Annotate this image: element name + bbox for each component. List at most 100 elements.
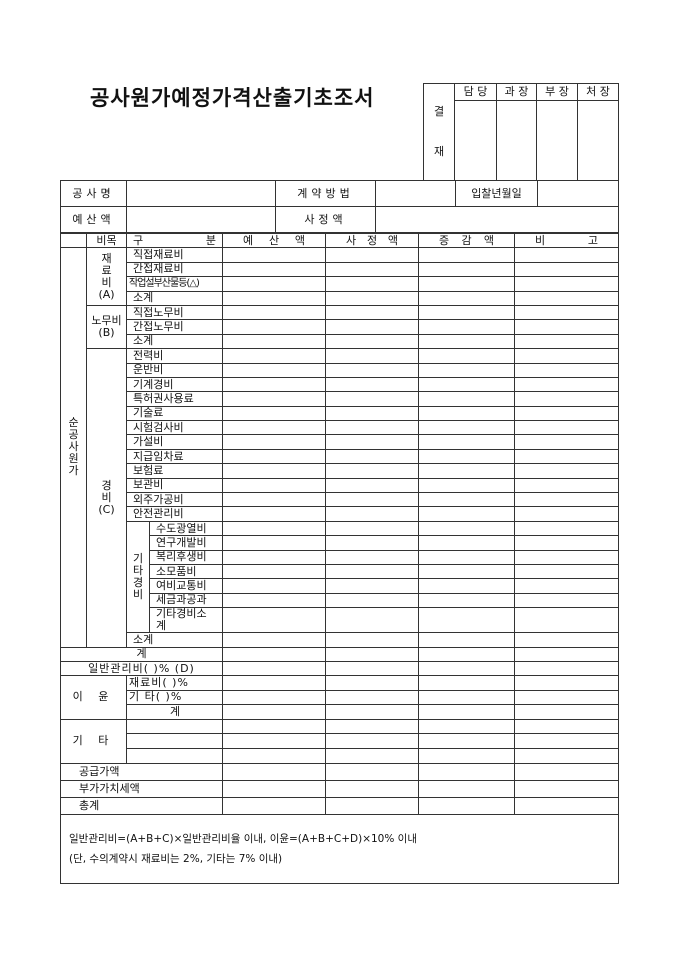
remarks-cell[interactable] xyxy=(514,733,619,749)
change-cell[interactable] xyxy=(418,333,515,350)
remarks-cell[interactable] xyxy=(514,520,619,537)
assessed-cell[interactable] xyxy=(325,319,419,335)
budget-cell[interactable] xyxy=(222,563,326,580)
remarks-cell[interactable] xyxy=(514,563,619,580)
remarks-cell[interactable] xyxy=(514,779,619,798)
change-cell[interactable] xyxy=(418,463,515,479)
change-cell[interactable] xyxy=(418,747,515,764)
budget-cell[interactable] xyxy=(222,492,326,508)
change-cell[interactable] xyxy=(418,448,515,465)
remarks-cell[interactable] xyxy=(514,592,619,609)
signature-box[interactable] xyxy=(577,100,619,181)
assessed-cell[interactable] xyxy=(325,535,419,551)
change-cell[interactable] xyxy=(418,675,515,691)
signature-box[interactable] xyxy=(496,100,537,181)
budget-cell[interactable] xyxy=(222,391,326,407)
budget-cell[interactable] xyxy=(222,607,326,634)
budget-cell[interactable] xyxy=(222,319,326,335)
change-cell[interactable] xyxy=(418,348,515,364)
budget-cell[interactable] xyxy=(222,762,326,781)
assessed-cell[interactable] xyxy=(325,578,419,594)
remarks-cell[interactable] xyxy=(514,796,619,815)
assessed-field[interactable] xyxy=(375,206,619,233)
budget-cell[interactable] xyxy=(222,660,326,677)
budget-cell[interactable] xyxy=(222,304,326,321)
change-cell[interactable] xyxy=(418,304,515,321)
budget-cell[interactable] xyxy=(222,276,326,292)
remarks-cell[interactable] xyxy=(514,660,619,677)
budget-cell[interactable] xyxy=(222,434,326,450)
assessed-cell[interactable] xyxy=(325,592,419,609)
budget-cell[interactable] xyxy=(222,477,326,494)
budget-cell[interactable] xyxy=(222,506,326,522)
budget-cell[interactable] xyxy=(222,333,326,350)
remarks-cell[interactable] xyxy=(514,506,619,522)
change-cell[interactable] xyxy=(418,660,515,677)
budget-cell[interactable] xyxy=(222,448,326,465)
assessed-cell[interactable] xyxy=(325,376,419,393)
budget-cell[interactable] xyxy=(222,675,326,691)
assessed-cell[interactable] xyxy=(325,391,419,407)
budget-cell[interactable] xyxy=(222,463,326,479)
remarks-cell[interactable] xyxy=(514,290,619,306)
misc-item-field[interactable] xyxy=(126,718,223,735)
remarks-cell[interactable] xyxy=(514,549,619,565)
change-cell[interactable] xyxy=(418,646,515,662)
assessed-cell[interactable] xyxy=(325,477,419,494)
project-name-field[interactable] xyxy=(126,180,276,207)
change-cell[interactable] xyxy=(418,247,515,263)
assessed-cell[interactable] xyxy=(325,762,419,781)
remarks-cell[interactable] xyxy=(514,304,619,321)
change-cell[interactable] xyxy=(418,434,515,450)
misc-item-field[interactable] xyxy=(126,733,223,749)
remarks-cell[interactable] xyxy=(514,704,619,720)
budget-cell[interactable] xyxy=(222,592,326,609)
assessed-cell[interactable] xyxy=(325,405,419,422)
remarks-cell[interactable] xyxy=(514,762,619,781)
assessed-cell[interactable] xyxy=(325,290,419,306)
remarks-cell[interactable] xyxy=(514,747,619,764)
budget-cell[interactable] xyxy=(222,247,326,263)
assessed-cell[interactable] xyxy=(325,660,419,677)
signature-box[interactable] xyxy=(454,100,497,181)
assessed-cell[interactable] xyxy=(325,492,419,508)
change-cell[interactable] xyxy=(418,290,515,306)
budget-cell[interactable] xyxy=(222,376,326,393)
change-cell[interactable] xyxy=(418,796,515,815)
change-cell[interactable] xyxy=(418,276,515,292)
assessed-cell[interactable] xyxy=(325,304,419,321)
remarks-cell[interactable] xyxy=(514,607,619,634)
budget-cell[interactable] xyxy=(222,362,326,378)
change-cell[interactable] xyxy=(418,420,515,436)
remarks-cell[interactable] xyxy=(514,492,619,508)
assessed-cell[interactable] xyxy=(325,796,419,815)
assessed-cell[interactable] xyxy=(325,646,419,662)
change-cell[interactable] xyxy=(418,535,515,551)
budget-cell[interactable] xyxy=(222,535,326,551)
budget-cell[interactable] xyxy=(222,578,326,594)
remarks-cell[interactable] xyxy=(514,333,619,350)
remarks-cell[interactable] xyxy=(514,535,619,551)
remarks-cell[interactable] xyxy=(514,434,619,450)
budget-cell[interactable] xyxy=(222,747,326,764)
change-cell[interactable] xyxy=(418,779,515,798)
remarks-cell[interactable] xyxy=(514,448,619,465)
remarks-cell[interactable] xyxy=(514,632,619,648)
change-cell[interactable] xyxy=(418,563,515,580)
assessed-cell[interactable] xyxy=(325,434,419,450)
signature-box[interactable] xyxy=(536,100,578,181)
budget-cell[interactable] xyxy=(222,420,326,436)
remarks-cell[interactable] xyxy=(514,420,619,436)
remarks-cell[interactable] xyxy=(514,675,619,691)
remarks-cell[interactable] xyxy=(514,477,619,494)
budget-cell[interactable] xyxy=(222,261,326,278)
budget-cell[interactable] xyxy=(222,549,326,565)
budget-cell[interactable] xyxy=(222,689,326,706)
remarks-cell[interactable] xyxy=(514,261,619,278)
budget-cell[interactable] xyxy=(222,405,326,422)
budget-cell[interactable] xyxy=(222,520,326,537)
assessed-cell[interactable] xyxy=(325,276,419,292)
assessed-cell[interactable] xyxy=(325,348,419,364)
change-cell[interactable] xyxy=(418,592,515,609)
assessed-cell[interactable] xyxy=(325,747,419,764)
